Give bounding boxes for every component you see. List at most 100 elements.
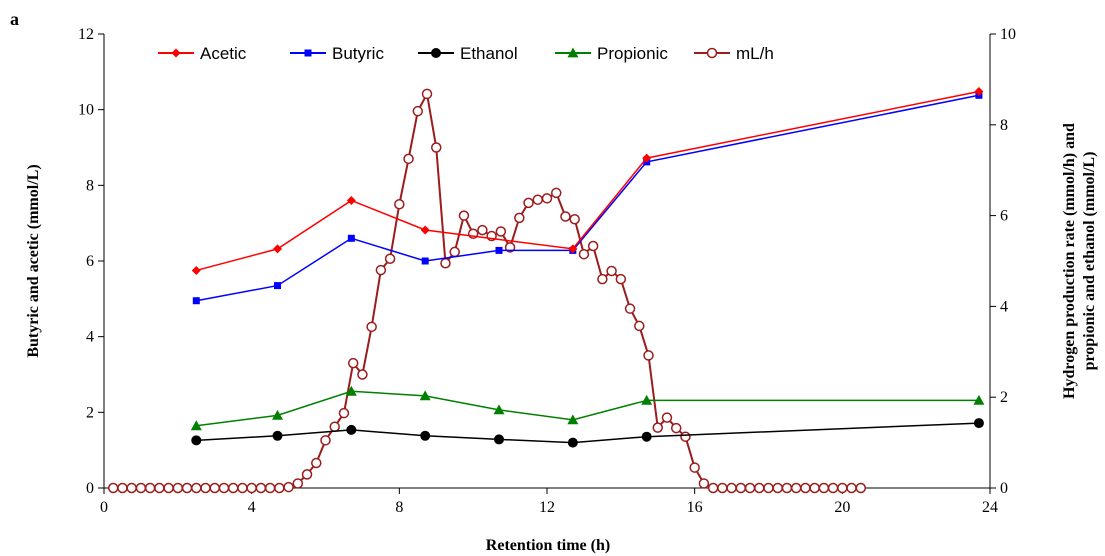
data-point: [190, 420, 202, 431]
y-right-tick-label: 10: [1000, 26, 1016, 43]
y-right-tick-label: 4: [1000, 298, 1008, 315]
data-point: [494, 434, 505, 445]
data-point: [837, 482, 848, 494]
legend-label: Acetic: [200, 44, 247, 63]
y-left-tick-label: 10: [78, 102, 94, 119]
series-acetic: [191, 87, 984, 275]
data-point: [707, 482, 719, 494]
x-tick-label: 20: [834, 499, 850, 516]
data-point: [273, 244, 283, 254]
x-tick-label: 16: [687, 499, 703, 516]
data-point: [346, 195, 356, 205]
data-point: [634, 320, 645, 332]
data-point: [191, 265, 201, 275]
data-point: [347, 357, 359, 369]
data-point: [144, 482, 156, 494]
data-point: [366, 321, 377, 333]
x-tick-label: 4: [248, 499, 256, 516]
data-point: [419, 390, 431, 401]
data-point: [403, 153, 414, 165]
data-point: [274, 482, 285, 494]
data-point: [209, 482, 220, 494]
data-point: [717, 482, 728, 494]
series-propionic: [190, 385, 985, 431]
data-point: [670, 422, 682, 434]
data-point: [154, 482, 165, 494]
x-tick-label: 0: [100, 499, 108, 516]
series-layer: [107, 87, 985, 494]
data-point: [641, 394, 653, 405]
data-point: [973, 418, 984, 429]
series-line: [196, 422, 979, 444]
panel-label: a: [10, 9, 19, 29]
data-point: [283, 481, 294, 493]
data-point: [192, 297, 200, 305]
data-point: [200, 482, 211, 494]
data-point: [375, 264, 387, 276]
legend-label: Propionic: [597, 44, 668, 63]
data-point: [504, 242, 516, 253]
x-axis-title: Retention time (h): [486, 537, 610, 554]
series-butyric: [192, 91, 983, 305]
legend-swatch-marker: [304, 49, 312, 57]
data-point: [384, 253, 396, 264]
data-point: [698, 478, 710, 489]
data-point: [394, 199, 405, 210]
series-line: [196, 94, 980, 302]
data-point: [973, 394, 985, 405]
data-point: [624, 303, 636, 314]
data-point: [495, 246, 503, 254]
data-point: [218, 482, 230, 494]
data-point: [320, 435, 331, 446]
x-tick-label: 24: [982, 499, 998, 516]
data-point: [661, 412, 673, 423]
data-point: [809, 482, 820, 494]
data-point: [493, 404, 505, 415]
y-left-tick-label: 0: [86, 480, 94, 497]
data-point: [420, 225, 430, 235]
data-point: [135, 482, 147, 494]
data-point: [431, 142, 442, 153]
legend-item: mL/h: [694, 44, 774, 63]
data-point: [329, 421, 340, 432]
data-point: [550, 187, 562, 199]
data-point: [567, 414, 579, 425]
data-point: [338, 407, 350, 419]
x-tick-label: 8: [395, 499, 403, 516]
data-point: [790, 482, 802, 494]
data-point: [421, 257, 429, 265]
y-left-tick-label: 2: [86, 404, 94, 421]
legend-item: Propionic: [555, 44, 668, 63]
y-right-tick-label: 6: [1000, 208, 1008, 225]
data-point: [514, 212, 525, 224]
legend-label: Ethanol: [460, 44, 518, 63]
data-point: [191, 482, 202, 494]
data-point: [255, 482, 267, 494]
y-axis-left-title: Butyric and acetic (mmol/L): [25, 164, 42, 357]
data-point: [126, 482, 137, 494]
series-ml-h: [107, 88, 867, 494]
y-right-tick-label: 8: [1000, 117, 1008, 134]
data-point: [569, 213, 580, 225]
legend-swatch-marker: [567, 47, 579, 58]
data-point: [421, 88, 433, 100]
data-point: [689, 462, 700, 473]
data-point: [606, 265, 617, 277]
y-axis-right-title-line1: Hydrogen production rate (mmol/h) and: [1061, 123, 1078, 399]
data-point: [227, 482, 239, 494]
data-point: [846, 482, 857, 494]
data-point: [191, 435, 202, 446]
data-point: [523, 197, 534, 209]
data-point: [744, 482, 756, 494]
legend-label: Butyric: [332, 44, 384, 63]
data-point: [800, 482, 811, 494]
data-point: [680, 431, 691, 442]
data-point: [587, 240, 599, 252]
legend-swatch-marker: [431, 48, 441, 58]
y-left-tick-label: 12: [78, 26, 94, 43]
y-right-tick-label: 2: [1000, 389, 1008, 406]
data-point: [855, 482, 867, 494]
legend-swatch-marker: [706, 47, 718, 59]
data-point: [311, 457, 322, 469]
